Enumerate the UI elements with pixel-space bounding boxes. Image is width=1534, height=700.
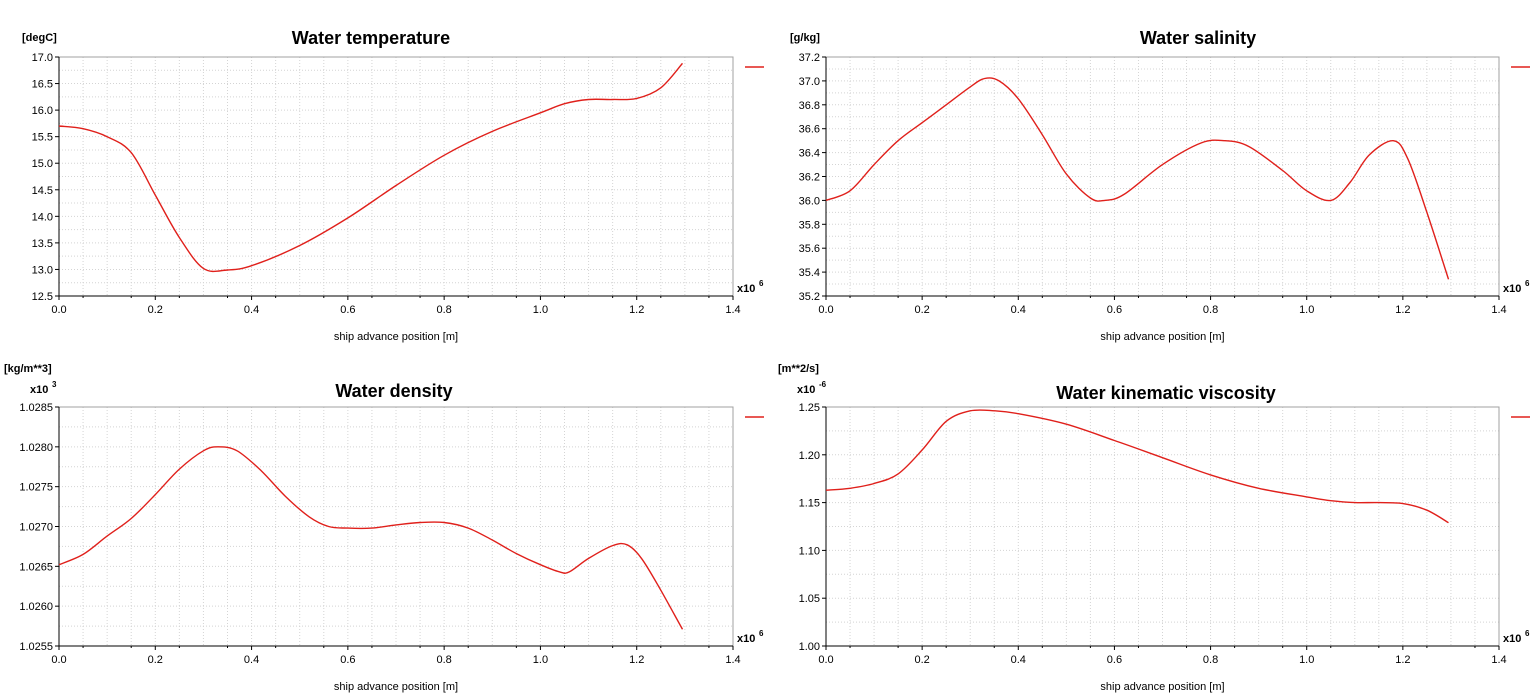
y-tick-label: 15.0: [32, 158, 53, 170]
x-tick-label: 1.0: [533, 304, 548, 316]
chart-title: Water temperature: [292, 28, 450, 48]
y-unit-label: [degC]: [22, 32, 57, 44]
y-tick-label: 1.0260: [19, 601, 53, 613]
y-tick-label: 37.0: [799, 76, 820, 88]
chart-title: Water density: [335, 381, 452, 401]
x-tick-label: 0.8: [1203, 654, 1218, 666]
x-tick-label: 0.0: [818, 654, 833, 666]
y-tick-label: 1.0270: [19, 522, 53, 534]
x-axis-label: ship advance position [m]: [1100, 331, 1224, 343]
y-tick-label: 13.5: [32, 238, 53, 250]
x-axis-label: ship advance position [m]: [334, 681, 458, 693]
chart-panel-3: 0.0 0.2 0.4 0.6 0.8 1.0 1.2 1.4 1.0255 1.0260 1.02…: [4, 363, 764, 693]
y-tick-label: 12.5: [32, 291, 53, 303]
chart-panel-2: 0.0 0.2 0.4 0.6 0.8 1.0 1.2 1.4 35.2 35.4 35.6 35.8…: [790, 28, 1530, 343]
y-tick-label: 35.6: [799, 243, 820, 255]
y-tick-label: 1.0280: [19, 442, 53, 454]
chart-title: Water kinematic viscosity: [1056, 383, 1275, 403]
y-tick-label: 36.4: [799, 148, 820, 160]
x-tick-label: 1.2: [629, 304, 644, 316]
y-tick-label: 1.25: [799, 402, 820, 414]
x-tick-label: 0.0: [51, 654, 66, 666]
x-tick-label: 1.4: [1491, 654, 1506, 666]
series-line: [825, 409, 1449, 524]
x-tick-label: 1.4: [725, 654, 740, 666]
y-multiplier: x10: [30, 384, 48, 396]
y-tick-label: 35.2: [799, 291, 820, 303]
y-tick-label: 13.0: [32, 264, 53, 276]
x-multiplier: x10: [737, 283, 755, 295]
y-unit-label: [m**2/s]: [778, 363, 819, 375]
x-tick-label: 0.4: [244, 304, 259, 316]
y-tick-label: 36.8: [799, 100, 820, 112]
y-tick-label: 1.00: [799, 641, 820, 653]
series-line: [825, 77, 1450, 280]
x-tick-label: 0.8: [436, 304, 451, 316]
y-tick-label: 15.5: [32, 132, 53, 144]
x-tick-label: 1.4: [1491, 304, 1506, 316]
y-tick-label: 36.6: [799, 124, 820, 136]
y-tick-label: 35.8: [799, 219, 820, 231]
y-tick-label: 1.0265: [19, 561, 53, 573]
y-tick-label: 1.05: [799, 593, 820, 605]
x-tick-label: 0.2: [148, 654, 163, 666]
y-tick-label: 1.20: [799, 450, 820, 462]
y-tick-label: 17.0: [32, 52, 53, 64]
y-tick-label: 16.0: [32, 105, 53, 117]
y-unit-label: [g/kg]: [790, 32, 820, 44]
series-line: [58, 62, 684, 273]
y-tick-label: 37.2: [799, 52, 820, 64]
x-tick-label: 0.0: [818, 304, 833, 316]
y-tick-label: 1.10: [799, 545, 820, 557]
y-tick-label: 1.0275: [19, 482, 53, 494]
x-tick-label: 0.2: [914, 304, 929, 316]
x-tick-label: 0.6: [1107, 304, 1122, 316]
x-tick-label: 0.4: [244, 654, 259, 666]
x-tick-label: 0.6: [1107, 654, 1122, 666]
y-tick-label: 16.5: [32, 79, 53, 91]
x-multiplier: x10: [1503, 283, 1521, 295]
chart-panel-1: 0.0 0.2 0.4 0.6 0.8 1.0 1.2 1.4 12.5 13.0 13.5 14.0…: [22, 28, 764, 343]
x-tick-label: 1.0: [1299, 654, 1314, 666]
x-multiplier-exponent: 6: [1525, 629, 1530, 638]
chart-panel-4: 0.0 0.2 0.4 0.6 0.8 1.0 1.2 1.4 1.00 1.05 1.10 1.15…: [778, 363, 1530, 693]
y-tick-label: 14.5: [32, 185, 53, 197]
y-multiplier-exponent: -6: [819, 380, 827, 389]
x-tick-label: 0.2: [914, 654, 929, 666]
y-tick-label: 35.4: [799, 267, 820, 279]
y-tick-label: 1.0255: [19, 641, 53, 653]
x-multiplier-exponent: 6: [759, 279, 764, 288]
y-multiplier: x10: [797, 384, 815, 396]
x-tick-label: 1.2: [629, 654, 644, 666]
x-tick-label: 0.2: [148, 304, 163, 316]
x-tick-label: 1.0: [533, 654, 548, 666]
y-tick-label: 36.0: [799, 195, 820, 207]
x-tick-label: 0.8: [1203, 304, 1218, 316]
y-tick-label: 1.0285: [19, 402, 53, 414]
y-tick-label: 36.2: [799, 172, 820, 184]
x-tick-label: 0.6: [340, 304, 355, 316]
x-tick-label: 0.4: [1011, 304, 1026, 316]
x-tick-label: 1.4: [725, 304, 740, 316]
x-tick-label: 0.8: [436, 654, 451, 666]
x-tick-label: 1.0: [1299, 304, 1314, 316]
y-tick-label: 1.15: [799, 498, 820, 510]
x-tick-label: 1.2: [1395, 654, 1410, 666]
x-axis-label: ship advance position [m]: [1100, 681, 1224, 693]
x-tick-label: 0.6: [340, 654, 355, 666]
series-line: [58, 446, 684, 630]
x-multiplier-exponent: 6: [759, 629, 764, 638]
x-tick-label: 0.4: [1011, 654, 1026, 666]
x-tick-label: 1.2: [1395, 304, 1410, 316]
x-tick-label: 0.0: [51, 304, 66, 316]
x-multiplier-exponent: 6: [1525, 279, 1530, 288]
x-multiplier: x10: [737, 633, 755, 645]
y-tick-label: 14.0: [32, 211, 53, 223]
y-multiplier-exponent: 3: [52, 380, 57, 389]
chart-title: Water salinity: [1140, 28, 1256, 48]
x-axis-label: ship advance position [m]: [334, 331, 458, 343]
x-multiplier: x10: [1503, 633, 1521, 645]
y-unit-label: [kg/m**3]: [4, 363, 52, 375]
